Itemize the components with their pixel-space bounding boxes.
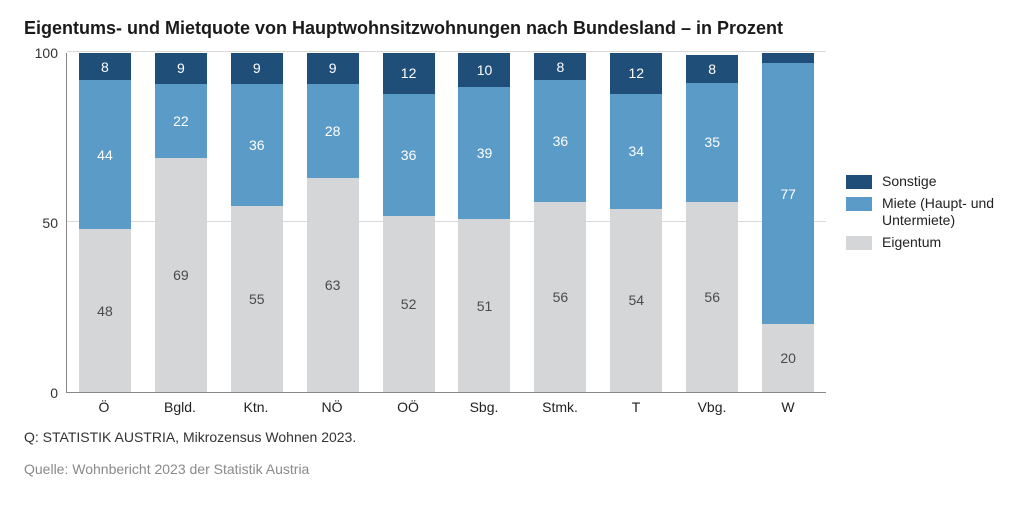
chart-container: 050100 484486922955369632895236125139105… <box>24 53 1000 415</box>
bar-segment-miete: 28 <box>307 84 359 179</box>
bar: 513910 <box>458 53 510 392</box>
bar-segment-miete: 22 <box>155 84 207 159</box>
x-label: OÖ <box>370 399 446 415</box>
bar-segment-eigentum: 52 <box>383 216 435 392</box>
x-label: Bgld. <box>142 399 218 415</box>
x-label: NÖ <box>294 399 370 415</box>
bar-segment-miete: 36 <box>534 80 586 202</box>
legend-item-sonstige: Sonstige <box>846 173 1000 191</box>
bar: 523612 <box>383 53 435 392</box>
bar-segment-sonstige: 10 <box>458 53 510 87</box>
bar-slot: 2077 <box>750 53 826 392</box>
x-label: Stmk. <box>522 399 598 415</box>
bar-segment-eigentum: 56 <box>534 202 586 392</box>
y-tick: 50 <box>42 215 58 231</box>
bar-segment-sonstige: 9 <box>231 53 283 84</box>
legend-swatch <box>846 197 872 211</box>
bar: 56368 <box>534 53 586 392</box>
legend-swatch <box>846 175 872 189</box>
bar-segment-miete: 77 <box>762 63 814 324</box>
x-label: Vbg. <box>674 399 750 415</box>
x-label: T <box>598 399 674 415</box>
legend-label: Miete (Haupt- und Untermiete) <box>882 195 1000 230</box>
x-label: Ktn. <box>218 399 294 415</box>
chart-plot-area: 050100 484486922955369632895236125139105… <box>24 53 826 415</box>
bar-segment-miete: 36 <box>383 94 435 216</box>
bar: 48448 <box>79 53 131 392</box>
bar-slot: 56358 <box>674 53 750 392</box>
legend-label: Eigentum <box>882 234 941 252</box>
chart-title: Eigentums- und Mietquote von Hauptwohnsi… <box>24 18 1000 39</box>
bar-slot: 69229 <box>143 53 219 392</box>
legend-label: Sonstige <box>882 173 936 191</box>
bar-slot: 56368 <box>522 53 598 392</box>
bar: 543412 <box>610 53 662 392</box>
bar-segment-eigentum: 69 <box>155 158 207 392</box>
bars-row: 4844869229553696328952361251391056368543… <box>67 53 826 392</box>
bar: 69229 <box>155 53 207 392</box>
bar-slot: 523612 <box>371 53 447 392</box>
legend-item-miete: Miete (Haupt- und Untermiete) <box>846 195 1000 230</box>
bar-segment-eigentum: 51 <box>458 219 510 392</box>
bar: 55369 <box>231 53 283 392</box>
source-secondary: Quelle: Wohnbericht 2023 der Statistik A… <box>24 461 1000 477</box>
bar-slot: 48448 <box>67 53 143 392</box>
bar: 2077 <box>762 53 814 392</box>
bar-segment-sonstige: 9 <box>155 53 207 84</box>
legend-swatch <box>846 236 872 250</box>
x-label: Sbg. <box>446 399 522 415</box>
bar-segment-sonstige: 8 <box>79 53 131 80</box>
bar-segment-eigentum: 56 <box>686 202 738 392</box>
x-axis-labels: ÖBgld.Ktn.NÖOÖSbg.Stmk.TVbg.W <box>66 399 826 415</box>
gridline <box>67 51 826 52</box>
bar-segment-sonstige: 12 <box>610 53 662 94</box>
y-tick: 0 <box>50 385 58 401</box>
bar-segment-eigentum: 63 <box>307 178 359 392</box>
bar-segment-eigentum: 20 <box>762 324 814 392</box>
x-label: Ö <box>66 399 142 415</box>
bar-segment-sonstige: 8 <box>686 55 738 82</box>
bar-segment-miete: 39 <box>458 87 510 219</box>
bar-slot: 63289 <box>295 53 371 392</box>
bar-segment-sonstige: 9 <box>307 53 359 84</box>
bar-slot: 513910 <box>447 53 523 392</box>
y-tick: 100 <box>35 45 58 61</box>
legend: Sonstige Miete (Haupt- und Untermiete) Eig… <box>846 173 1000 255</box>
bar-segment-eigentum: 55 <box>231 206 283 392</box>
bars-container: 4844869229553696328952361251391056368543… <box>66 53 826 393</box>
bar-segment-sonstige: 8 <box>534 53 586 80</box>
source-primary: Q: STATISTIK AUSTRIA, Mikrozensus Wohnen… <box>24 429 1000 445</box>
bar-segment-miete: 44 <box>79 80 131 229</box>
bar-slot: 55369 <box>219 53 295 392</box>
bar-slot: 543412 <box>598 53 674 392</box>
bar-segment-miete: 34 <box>610 94 662 209</box>
bar: 56358 <box>686 53 738 392</box>
bar: 63289 <box>307 53 359 392</box>
bar-segment-sonstige: 12 <box>383 53 435 94</box>
x-label: W <box>750 399 826 415</box>
bar-segment-eigentum: 48 <box>79 229 131 392</box>
bar-segment-sonstige <box>762 53 814 63</box>
y-axis: 050100 <box>24 53 66 393</box>
bar-segment-eigentum: 54 <box>610 209 662 392</box>
bar-segment-miete: 36 <box>231 84 283 206</box>
bar-segment-miete: 35 <box>686 83 738 202</box>
legend-item-eigentum: Eigentum <box>846 234 1000 252</box>
